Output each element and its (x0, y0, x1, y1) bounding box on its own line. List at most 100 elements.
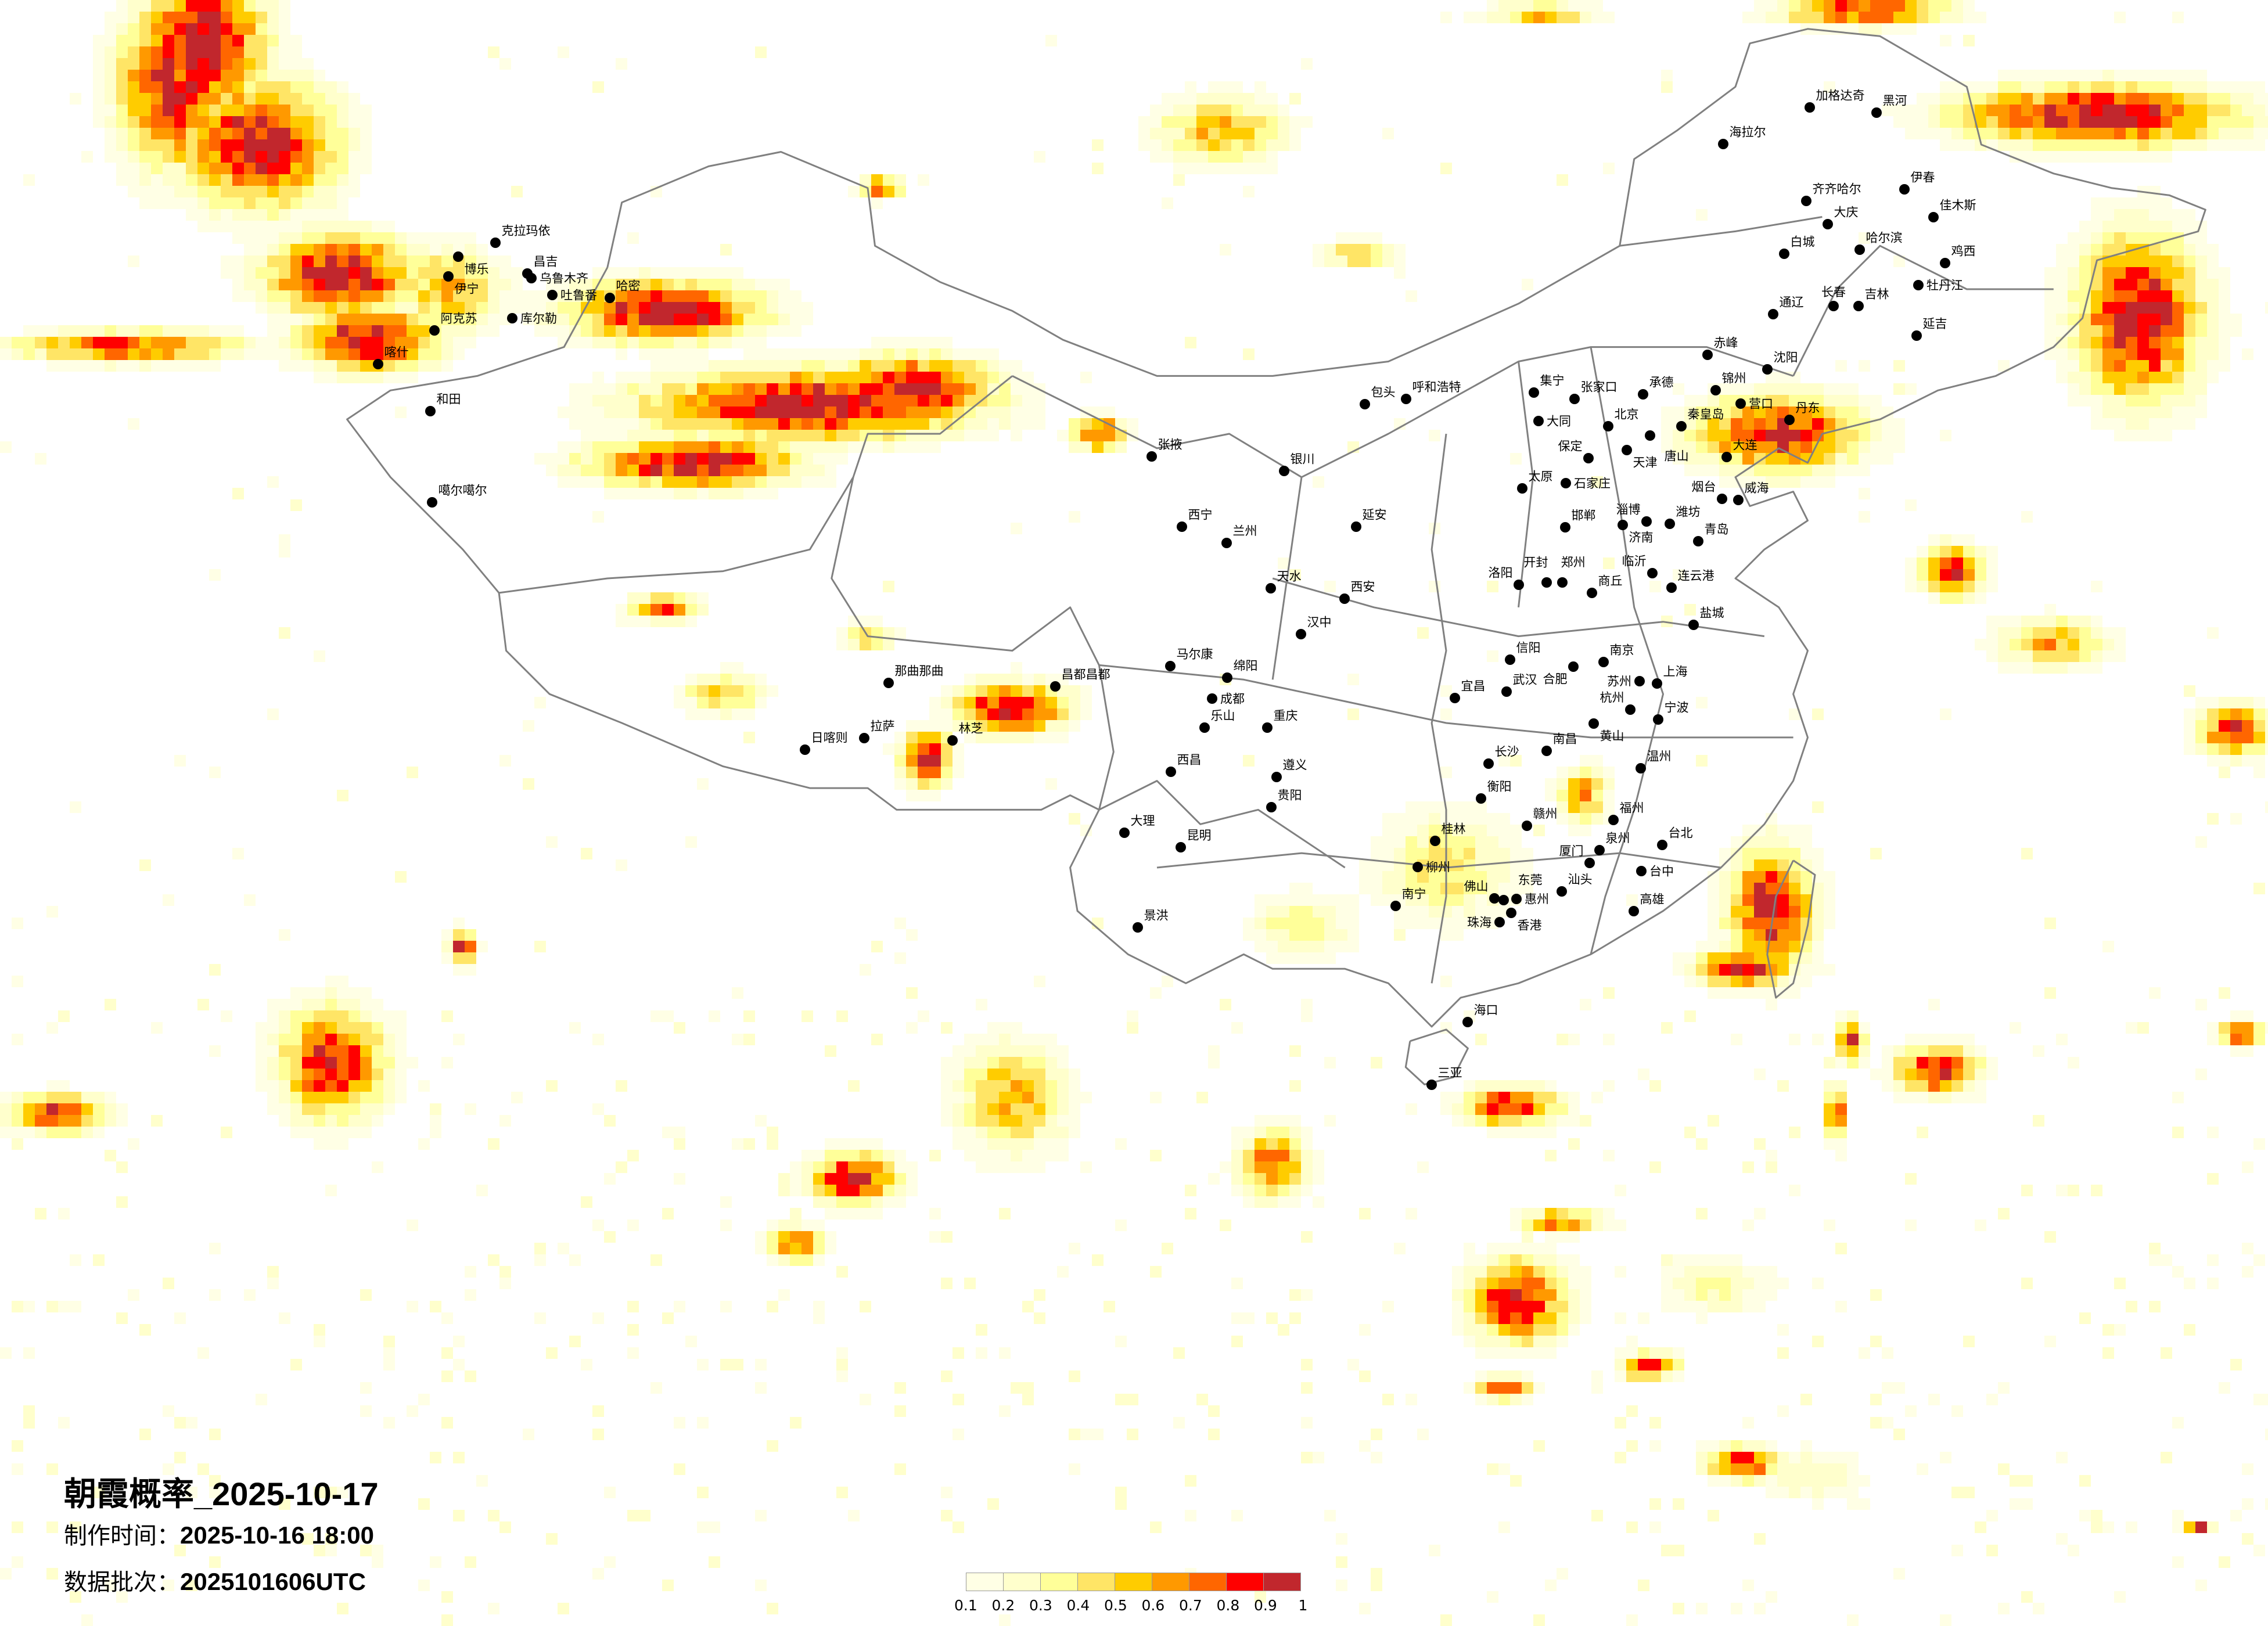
probability-cell (1545, 1080, 1557, 1092)
probability-cell (2161, 256, 2172, 267)
probability-cell (116, 163, 128, 174)
probability-cell (1754, 476, 1766, 488)
probability-cell (1034, 732, 1045, 743)
probability-cell (1475, 836, 1487, 848)
probability-cell (1661, 418, 1673, 430)
probability-cell (1406, 883, 1417, 894)
probability-cell (2068, 650, 2079, 662)
city-marker: 博乐 (453, 251, 488, 276)
probability-cell (523, 1429, 534, 1440)
probability-cell (209, 1429, 221, 1440)
probability-cell (1115, 441, 1127, 453)
probability-cell (2230, 1034, 2242, 1045)
city-label: 泉州 (1605, 832, 1630, 846)
probability-cell (1673, 569, 1684, 581)
probability-cell (348, 337, 360, 348)
probability-cell (627, 314, 639, 325)
probability-cell (1406, 906, 1417, 918)
probability-cell (1289, 952, 1301, 964)
probability-cell (2195, 697, 2207, 708)
probability-cell (2114, 430, 2126, 441)
probability-cell (360, 1010, 372, 1022)
probability-cell (604, 406, 616, 418)
probability-cell (2068, 395, 2079, 406)
probability-cell (1731, 430, 1742, 441)
probability-cell (1080, 418, 1092, 430)
probability-cell (2230, 1022, 2242, 1034)
probability-cell (2021, 1278, 2033, 1289)
province-boundary (1792, 244, 2054, 377)
probability-cell (2195, 93, 2207, 105)
probability-cell (372, 1115, 383, 1127)
probability-cell (743, 465, 755, 476)
probability-cell (1498, 1347, 1510, 1359)
probability-cell (848, 639, 860, 650)
probability-cell (1696, 209, 1708, 221)
probability-cell (1359, 883, 1371, 894)
probability-cell (302, 256, 314, 267)
probability-cell (1510, 1208, 1522, 1220)
city-label: 海口 (1473, 1003, 1498, 1017)
probability-cell (372, 314, 383, 325)
probability-cell (732, 465, 743, 476)
probability-cell (1022, 372, 1034, 383)
probability-cell (360, 1092, 372, 1103)
probability-cell (0, 1568, 12, 1580)
probability-cell (906, 767, 918, 778)
probability-cell (1824, 453, 1835, 465)
probability-cell (337, 151, 348, 163)
probability-cell (860, 383, 871, 395)
probability-cell (348, 244, 360, 256)
city-label: 赣州 (1533, 807, 1557, 821)
probability-cell (1475, 1034, 1487, 1045)
probability-cell (314, 360, 325, 372)
probability-cell (1754, 1452, 1766, 1463)
probability-cell (314, 1324, 325, 1336)
probability-cell (244, 93, 256, 105)
probability-cell (558, 1243, 569, 1254)
probability-cell (2219, 755, 2230, 767)
city-marker: 厦门 (1559, 844, 1595, 868)
city-label: 克拉玛依 (501, 224, 550, 238)
probability-cell (1533, 1614, 1545, 1626)
probability-cell (499, 267, 511, 279)
probability-cell (1615, 1417, 1626, 1429)
probability-cell (778, 302, 790, 314)
probability-cell (128, 46, 139, 58)
probability-cell (1824, 883, 1835, 894)
probability-cell (790, 1161, 801, 1173)
probability-cell (1951, 128, 1963, 139)
probability-cell (1800, 848, 1812, 859)
probability-cell (1905, 1092, 1917, 1103)
probability-cell (2010, 139, 2021, 151)
probability-cell (697, 697, 709, 708)
probability-cell (2021, 93, 2033, 105)
probability-cell (929, 743, 941, 755)
city-dot (1176, 842, 1186, 852)
probability-cell (290, 1092, 302, 1103)
city-label: 昌吉 (533, 255, 558, 269)
probability-cell (1127, 1394, 1138, 1405)
probability-cell (720, 279, 732, 290)
probability-cell (755, 1382, 767, 1394)
probability-cell (1243, 1138, 1255, 1150)
probability-cell (1487, 836, 1498, 848)
city-marker: 锦州 (1710, 372, 1746, 395)
probability-cell (2161, 325, 2172, 337)
probability-cell (1440, 685, 1452, 697)
probability-cell (2230, 1010, 2242, 1022)
probability-cell (697, 604, 709, 616)
probability-cell (58, 1010, 70, 1022)
probability-cell (372, 302, 383, 314)
city-label: 佛山 (1464, 880, 1489, 894)
city-marker: 伊宁 (443, 271, 479, 296)
city-dot (453, 251, 463, 262)
probability-cell (1522, 1103, 1533, 1115)
probability-cell (221, 1010, 232, 1022)
probability-cell (534, 697, 546, 708)
probability-cell (46, 1092, 58, 1103)
probability-cell (244, 894, 256, 906)
probability-cell (918, 395, 929, 406)
probability-cell (1266, 929, 1278, 941)
probability-cell (2230, 93, 2242, 105)
